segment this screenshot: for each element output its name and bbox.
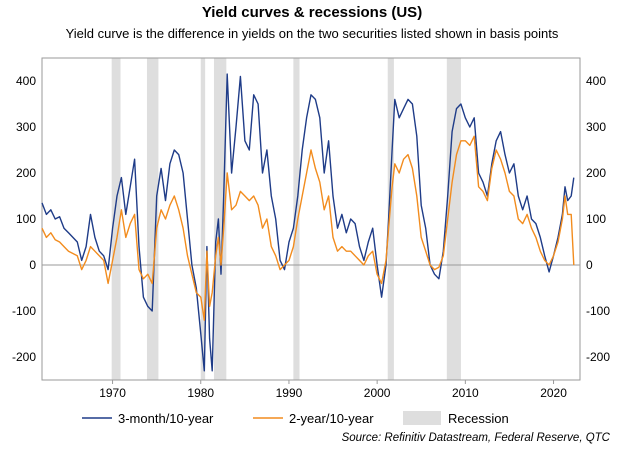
y-axis-left: -200 -100 0 100 200 300 400 bbox=[12, 74, 36, 364]
y-tick-right-300: 300 bbox=[586, 120, 606, 134]
recession-band-1 bbox=[111, 58, 121, 380]
y-tick-right-100: 100 bbox=[586, 212, 606, 226]
x-tick-2000: 2000 bbox=[364, 386, 391, 400]
y-tick-left--200: -200 bbox=[12, 350, 36, 364]
y-tick-right--100: -100 bbox=[586, 304, 610, 318]
y-tick-right-400: 400 bbox=[586, 74, 606, 88]
recession-band-3 bbox=[200, 58, 206, 380]
legend-label-recession: Recession bbox=[448, 411, 509, 426]
y-tick-right--200: -200 bbox=[586, 350, 610, 364]
x-tick-1980: 1980 bbox=[187, 386, 214, 400]
y-tick-right-0: 0 bbox=[586, 258, 593, 272]
legend-swatch-recession bbox=[403, 411, 441, 425]
recession-band-5 bbox=[293, 58, 300, 380]
x-tick-1990: 1990 bbox=[276, 386, 303, 400]
series-line-3m-10y bbox=[41, 73, 575, 372]
legend-label-3m-10y: 3-month/10-year bbox=[118, 411, 214, 426]
y-tick-right-200: 200 bbox=[586, 166, 606, 180]
recession-band-6 bbox=[387, 58, 394, 380]
y-tick-left-200: 200 bbox=[16, 166, 36, 180]
x-tick-1970: 1970 bbox=[99, 386, 126, 400]
series-lines bbox=[41, 73, 575, 372]
recession-bands bbox=[111, 58, 461, 380]
recession-band-4 bbox=[213, 58, 227, 380]
legend: 3-month/10-year 2-year/10-year Recession bbox=[82, 411, 509, 426]
legend-label-2y-10y: 2-year/10-year bbox=[289, 411, 374, 426]
y-axis-right: -200 -100 0 100 200 300 400 bbox=[586, 74, 610, 364]
recession-band-7 bbox=[446, 58, 461, 380]
x-axis: 1970 1980 1990 2000 2010 2020 bbox=[99, 380, 567, 400]
chart-title: Yield curves & recessions (US) bbox=[201, 4, 423, 21]
y-tick-left--100: -100 bbox=[12, 304, 36, 318]
source-note: Source: Refinitiv Datastream, Federal Re… bbox=[341, 432, 610, 444]
y-tick-left-0: 0 bbox=[29, 258, 36, 272]
plot-frame bbox=[41, 57, 581, 381]
x-tick-2010: 2010 bbox=[452, 386, 479, 400]
y-tick-left-300: 300 bbox=[16, 120, 36, 134]
y-tick-left-100: 100 bbox=[16, 212, 36, 226]
recession-band-2 bbox=[146, 58, 159, 380]
x-tick-2020: 2020 bbox=[540, 386, 567, 400]
series-line-2y-10y bbox=[41, 135, 575, 321]
y-tick-left-400: 400 bbox=[16, 74, 36, 88]
chart-subtitle: Yield curve is the difference in yields … bbox=[65, 26, 559, 41]
